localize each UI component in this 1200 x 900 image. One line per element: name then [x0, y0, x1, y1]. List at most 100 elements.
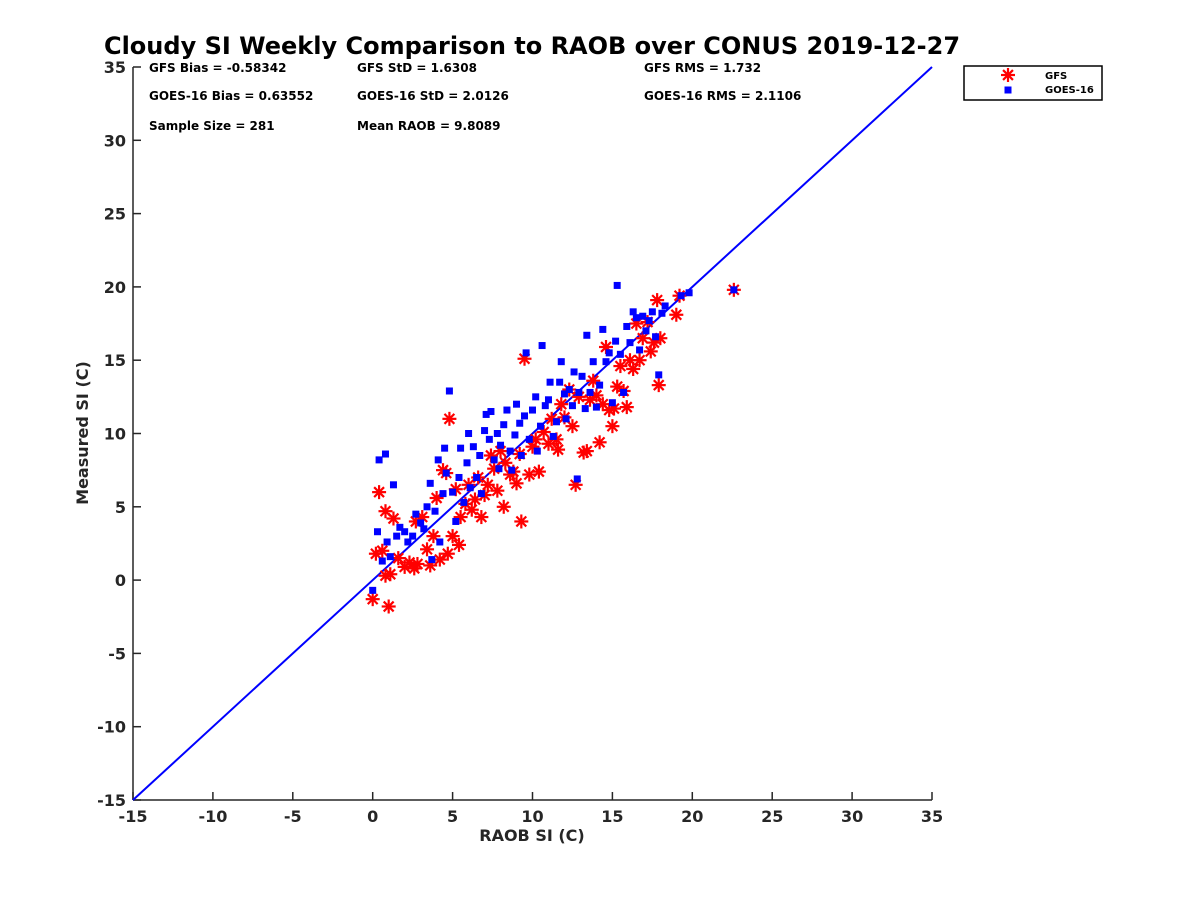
- goes-16-point: [570, 368, 578, 376]
- x-tick-label: -10: [198, 807, 227, 826]
- stat-goes-std: GOES-16 StD = 2.0126: [357, 89, 509, 103]
- goes-16-point: [623, 322, 631, 330]
- goes-16-point: [412, 510, 420, 518]
- goes-16-point: [562, 415, 570, 423]
- gfs-point: [605, 419, 620, 434]
- goes-16-point: [549, 432, 557, 440]
- goes-16-point: [522, 349, 530, 357]
- legend: GFS GOES-16: [963, 65, 1103, 101]
- y-tick-label: 20: [104, 278, 126, 297]
- gfs-point: [386, 511, 401, 526]
- goes-16-point: [442, 469, 450, 477]
- goes-16-point: [652, 333, 660, 341]
- goes-16-point: [477, 490, 485, 498]
- goes-16-point: [648, 308, 656, 316]
- plot-area: -15 -10 -5 0 5 10 15 20 25 30 35 -15 -10 -5 0 5 10 15 20 25…: [97, 58, 943, 826]
- axis-ticks: -15 -10 -5 0 5 10 15 20 25 30 35 -15 -10 -5 0 5 10 15 20 25…: [97, 58, 943, 826]
- gfs-point: [565, 419, 580, 434]
- goes-16-point: [586, 388, 594, 396]
- gfs-point: [451, 537, 466, 552]
- gfs-point: [383, 567, 398, 582]
- goes-16-point: [375, 456, 383, 464]
- goes-16-point: [596, 381, 604, 389]
- y-tick-label: 5: [115, 498, 126, 517]
- goes-16-point: [565, 386, 573, 394]
- x-tick-label: 0: [367, 807, 378, 826]
- goes-16-point: [613, 281, 621, 289]
- y-tick-label: 30: [104, 131, 126, 150]
- goes-16-point: [639, 312, 647, 320]
- y-tick-label: 35: [104, 58, 126, 77]
- gfs-point: [599, 340, 614, 355]
- legend-goes-16-symbol: [1004, 86, 1012, 94]
- y-tick-label: 25: [104, 205, 126, 224]
- gfs-point: [651, 378, 666, 393]
- y-tick-label: 10: [104, 425, 126, 444]
- y-tick-label: -10: [97, 718, 126, 737]
- gfs-point: [381, 599, 396, 614]
- goes-16-point: [428, 556, 436, 564]
- gfs-point: [365, 592, 380, 607]
- goes-16-point: [578, 372, 586, 380]
- goes-16-point: [404, 538, 412, 546]
- gfs-point: [613, 359, 628, 374]
- goes-16-point: [529, 406, 536, 414]
- y-tick-label: 15: [104, 351, 126, 370]
- chart-title: Cloudy SI Weekly Comparison to RAOB over…: [104, 32, 960, 60]
- legend-goes-16-label: GOES-16: [1045, 85, 1094, 96]
- goes-16-point: [541, 402, 549, 410]
- goes-16-point: [581, 405, 589, 413]
- gfs-point: [653, 331, 668, 346]
- gfs-point: [480, 477, 495, 492]
- x-tick-label: 5: [447, 807, 458, 826]
- goes-16-point: [605, 349, 613, 357]
- goes-16-point: [439, 490, 447, 498]
- goes-16-point: [490, 456, 498, 464]
- y-axis-label: Measured SI (C): [73, 361, 92, 505]
- x-tick-label: -15: [119, 807, 148, 826]
- legend-gfs-symbol: [1001, 68, 1015, 82]
- goes-16-point: [466, 484, 474, 492]
- goes-16-point: [685, 289, 693, 297]
- goes-16-point: [599, 325, 607, 333]
- gfs-point: [490, 483, 505, 498]
- stat-gfs-std: GFS StD = 1.6308: [357, 61, 477, 75]
- stat-sample-size: Sample Size = 281: [149, 119, 275, 133]
- gfs-point: [372, 485, 387, 500]
- goes-16-point: [608, 399, 616, 407]
- goes-16-point: [516, 419, 524, 427]
- goes-16-point: [560, 390, 568, 398]
- goes-16-point: [460, 498, 468, 506]
- goes-16-point: [431, 507, 439, 515]
- goes-16-point: [655, 371, 663, 379]
- goes-16-point: [642, 327, 650, 335]
- series-goes-16: [369, 281, 738, 594]
- goes-16-point: [389, 481, 397, 489]
- x-tick-label: 15: [601, 807, 623, 826]
- goes-16-point: [457, 444, 465, 452]
- y-tick-label: -5: [108, 644, 126, 663]
- goes-16-point: [544, 396, 552, 404]
- goes-16-point: [575, 388, 583, 396]
- legend-box: [963, 65, 1103, 101]
- goes-16-point: [423, 503, 431, 511]
- goes-16-point: [632, 314, 640, 322]
- gfs-point: [496, 499, 511, 514]
- gfs-point: [632, 353, 647, 368]
- goes-16-point: [369, 586, 377, 594]
- goes-16-point: [445, 387, 453, 395]
- goes-16-point: [583, 331, 591, 339]
- goes-16-point: [658, 309, 666, 317]
- x-tick-label: 20: [681, 807, 703, 826]
- goes-16-point: [497, 441, 505, 449]
- goes-16-point: [473, 473, 481, 481]
- legend-gfs-marker: [1001, 68, 1015, 82]
- x-tick-label: 30: [841, 807, 863, 826]
- series-gfs: [365, 282, 741, 614]
- goes-16-point: [386, 553, 394, 561]
- goes-16-point: [378, 557, 386, 565]
- legend-gfs-label: GFS: [1045, 71, 1067, 82]
- goes-16-point: [441, 444, 449, 452]
- gfs-point: [474, 510, 489, 525]
- goes-16-point: [552, 418, 560, 426]
